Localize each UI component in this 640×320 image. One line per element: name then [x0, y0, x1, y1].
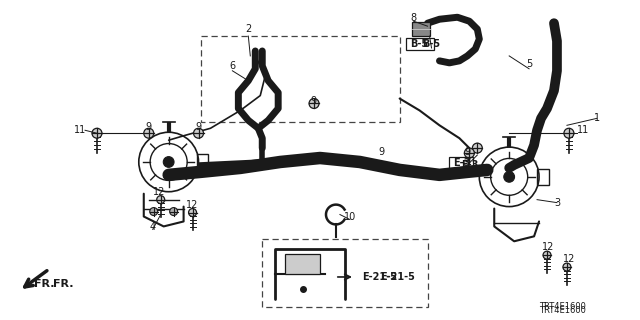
Circle shape [144, 128, 154, 138]
Bar [449, 157, 474, 169]
Text: 9: 9 [310, 96, 316, 106]
Text: B-5: B-5 [422, 39, 440, 49]
Text: 12: 12 [563, 254, 575, 264]
Circle shape [193, 128, 204, 138]
Circle shape [157, 196, 164, 204]
Circle shape [170, 208, 178, 215]
Bar [537, 169, 549, 185]
Text: E-21-5: E-21-5 [362, 272, 397, 282]
Text: 11: 11 [577, 125, 589, 135]
Bar [285, 254, 320, 274]
Text: 11: 11 [74, 125, 86, 135]
Circle shape [504, 172, 515, 182]
Circle shape [465, 148, 474, 158]
Text: 4: 4 [150, 222, 156, 232]
Bar [406, 38, 433, 50]
Bar [196, 154, 209, 170]
Text: 7: 7 [476, 165, 483, 175]
Circle shape [189, 209, 196, 217]
Text: E-3: E-3 [461, 160, 478, 170]
Text: 2: 2 [245, 24, 252, 34]
Text: 9: 9 [146, 122, 152, 132]
Circle shape [309, 99, 319, 108]
Bar [262, 239, 428, 307]
Circle shape [163, 156, 174, 167]
Text: FR.: FR. [53, 279, 74, 289]
Text: E-21-5: E-21-5 [380, 272, 415, 282]
Text: 1: 1 [594, 113, 600, 124]
Text: 12: 12 [542, 242, 554, 252]
Circle shape [564, 128, 574, 138]
Bar [412, 22, 429, 36]
Text: 9: 9 [195, 122, 202, 132]
Text: FR.: FR. [34, 279, 54, 289]
Text: 5: 5 [526, 59, 532, 69]
Text: 9: 9 [464, 147, 470, 157]
Circle shape [150, 208, 157, 215]
Text: 12: 12 [186, 200, 199, 210]
Text: B-5: B-5 [410, 39, 429, 49]
Circle shape [92, 128, 102, 138]
Bar [200, 36, 399, 122]
Text: 3: 3 [554, 198, 560, 208]
Text: 10: 10 [344, 212, 356, 222]
Text: TRT4E1600: TRT4E1600 [540, 302, 586, 311]
Text: 12: 12 [152, 187, 165, 197]
Text: 8: 8 [410, 13, 417, 23]
Text: 9: 9 [379, 147, 385, 157]
Circle shape [543, 251, 551, 259]
Circle shape [472, 143, 483, 153]
Circle shape [563, 263, 571, 271]
Text: TRT4E1600: TRT4E1600 [540, 306, 586, 315]
Text: 6: 6 [229, 61, 236, 71]
Text: E-3: E-3 [452, 158, 470, 168]
